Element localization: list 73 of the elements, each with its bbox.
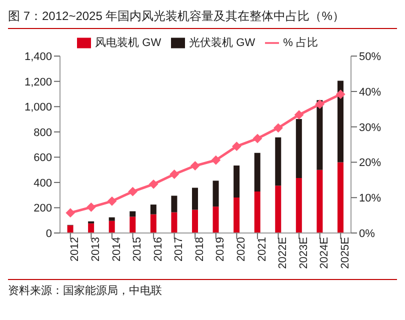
bar [150,204,156,214]
text: 资料来源：国家能源局，中电联 [8,279,397,298]
bar [192,210,198,233]
bar [337,80,344,162]
chart-title: 图 7：2012~2025 年国内风光装机容量及其在整体中占比（%） [8,8,397,29]
y-tick-label: 800 [34,126,52,139]
bar [275,186,282,233]
bar [130,216,136,233]
legend-label: % 占比 [283,37,318,49]
y2-tick-label: 10% [359,192,382,205]
point [315,100,324,109]
y-tick-label: 1,200 [24,76,52,88]
point [252,134,262,144]
x-tick-label: 2024E [318,237,331,269]
bar [192,188,198,210]
bar [88,223,94,233]
bar [234,197,240,233]
y2-tick-label: 20% [359,157,382,170]
point [294,110,304,120]
bar [254,152,260,192]
x-tick-label: 2020 [235,237,248,262]
bar [130,211,136,217]
y-tick-label: 600 [34,152,52,164]
y2-tick-label: 0% [359,228,376,240]
point [128,187,138,196]
legend-label: 风电装机 GW [95,37,162,49]
bar [171,196,178,212]
bar [316,170,323,233]
x-tick-label: 2012 [69,237,82,262]
bar [108,217,115,221]
y2-tick-label: 50% [359,51,382,63]
bar [316,100,323,170]
x-tick-label: 2021 [256,237,268,262]
x-tick-label: 2022E [277,237,290,269]
bar [212,180,219,207]
bar [296,178,302,233]
x-tick-label: 2019 [214,237,227,262]
y2-tick-label: 30% [359,122,382,134]
y-tick-label: 1,000 [24,102,52,114]
x-tick-label: 2015 [132,237,144,262]
bar [150,214,156,233]
point [232,142,242,151]
bar [275,137,282,186]
point [86,202,96,212]
x-tick-label: 2014 [110,237,123,262]
bar [67,225,74,233]
x-tick-label: 2017 [173,237,186,262]
legend-label: 光伏装机 GW [189,37,256,49]
y-tick-label: 0 [46,228,52,240]
bar [234,166,240,198]
bar [171,212,178,233]
bar [296,119,302,178]
point [274,123,283,132]
x-tick-label: 2016 [152,237,164,262]
x-tick-label: 2025E [339,237,352,269]
point [149,180,158,189]
x-tick-label: 2023E [298,237,310,269]
y-tick-label: 1,400 [24,51,52,63]
bar [337,162,344,233]
bar [212,206,219,233]
bar [108,220,115,233]
y-tick-label: 400 [34,177,52,190]
bar [254,192,260,233]
y-tick-label: 200 [34,202,52,215]
point [190,161,200,170]
x-tick-label: 2013 [90,237,102,262]
x-tick-label: 2018 [194,237,206,262]
y2-tick-label: 40% [359,86,382,98]
point [211,156,220,165]
point [66,208,75,218]
point [107,196,116,206]
point [170,170,179,179]
point [336,90,346,99]
